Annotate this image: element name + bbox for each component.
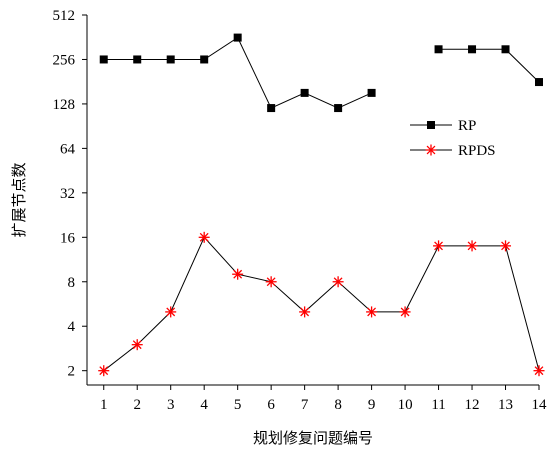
series-rpds-point: [433, 240, 445, 252]
legend-item-rp: RP: [410, 118, 476, 134]
x-tick-label: 14: [532, 397, 548, 413]
x-tick-label: 9: [368, 397, 376, 413]
series-rp-point: [535, 78, 543, 87]
y-tick-label: 32: [60, 186, 75, 202]
y-tick-label: 512: [53, 8, 76, 24]
legend-marker: [427, 121, 435, 129]
y-tick-label: 256: [53, 52, 76, 68]
series-rpds-point: [332, 276, 344, 288]
x-tick-label: 5: [234, 397, 242, 413]
x-tick-label: 12: [465, 397, 480, 413]
legend-marker: [425, 144, 437, 156]
y-tick-label: 64: [60, 141, 76, 157]
legend-label: RPDS: [458, 143, 496, 159]
x-axis-ticks: 1 2 3 4 5 6 7 8 9 10 11 12 13 14: [100, 385, 547, 413]
x-axis-title: 规划修复问题编号: [253, 429, 373, 447]
series-rp-point: [233, 33, 242, 42]
x-tick-label: 8: [334, 397, 342, 413]
y-tick-label: 4: [68, 319, 76, 335]
series-rpds-point: [165, 306, 177, 318]
series-rp-point: [267, 104, 276, 113]
y-tick-label: 8: [68, 275, 76, 291]
series-layer: [98, 33, 545, 377]
series-rpds-point: [533, 365, 545, 377]
series-rpds-point: [265, 276, 277, 288]
series-rpds-point: [399, 306, 411, 318]
series-rp-point: [200, 55, 209, 64]
x-tick-label: 10: [398, 397, 413, 413]
series-rpds-point: [366, 306, 378, 318]
series-rpds-point: [131, 339, 143, 351]
series-rp-point: [133, 55, 142, 64]
x-tick-label: 13: [498, 397, 513, 413]
x-tick-label: 6: [267, 397, 275, 413]
series-rp-point: [434, 45, 443, 54]
series-rpds-point: [299, 306, 311, 318]
series-rpds-point: [466, 240, 478, 252]
series-rp-point: [300, 88, 309, 97]
series-rp-point: [501, 45, 510, 54]
y-tick-label: 2: [68, 364, 76, 380]
legend-item-rpds: RPDS: [410, 143, 496, 159]
legend-label: RP: [458, 118, 476, 134]
x-tick-label: 2: [133, 397, 141, 413]
series-rp: [99, 33, 543, 113]
x-tick-label: 4: [200, 397, 208, 413]
x-tick-label: 1: [100, 397, 108, 413]
series-rpds: [98, 231, 545, 377]
series-rp-line: [103, 36, 372, 109]
series-rpds-point: [198, 231, 210, 243]
series-rp-point: [166, 55, 175, 64]
y-axis-title: 扩展节点数: [10, 162, 28, 237]
legend: RP RPDS: [410, 118, 496, 159]
series-rp-point: [99, 55, 108, 64]
series-rp-line: [438, 48, 540, 83]
series-rp-point: [334, 104, 343, 113]
x-tick-label: 3: [167, 397, 175, 413]
series-rpds-point: [500, 240, 512, 252]
y-tick-label: 128: [53, 97, 76, 113]
y-axis-ticks: 2 4 8 16 32 64 128 256 512: [53, 8, 87, 380]
plot-axes: [86, 15, 539, 386]
series-rpds-point: [98, 365, 110, 377]
x-tick-label: 11: [431, 397, 445, 413]
y-tick-label: 16: [60, 230, 76, 246]
series-rp-point: [367, 88, 376, 97]
x-tick-label: 7: [301, 397, 309, 413]
series-rp-point: [468, 45, 477, 54]
series-rpds-point: [232, 268, 244, 280]
series-rpds-line: [103, 236, 540, 372]
